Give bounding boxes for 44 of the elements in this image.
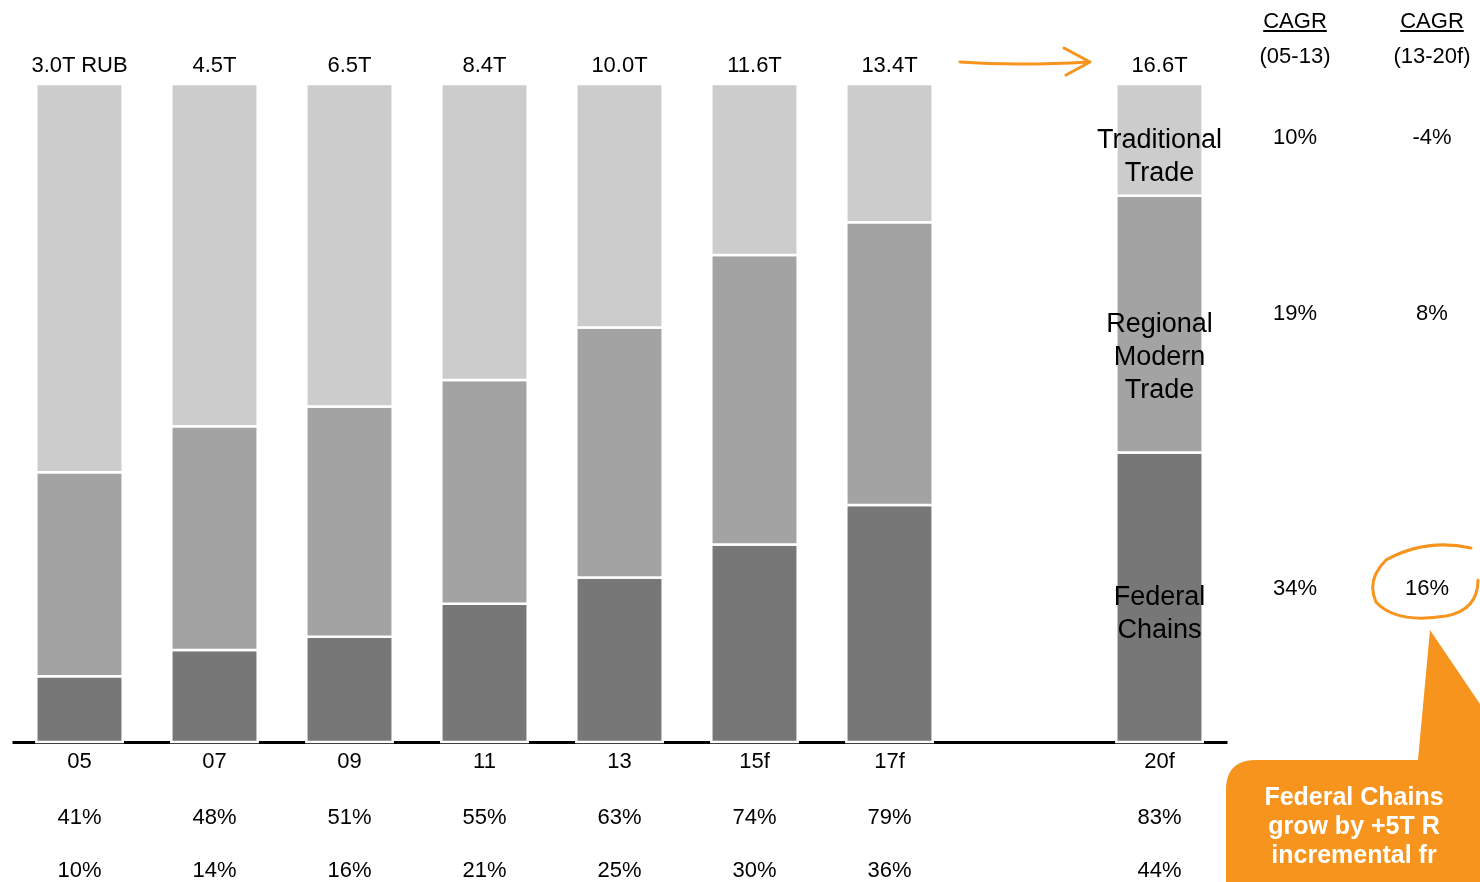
text: 13.4T xyxy=(861,52,918,77)
data-label: 30% xyxy=(732,857,777,882)
text: 3.0T RUB xyxy=(31,52,128,77)
x-tick-label: 07 xyxy=(202,747,227,773)
x-tick-label: 05 xyxy=(67,747,92,773)
text: CAGR xyxy=(1400,8,1464,34)
text: -4% xyxy=(1412,124,1452,150)
x-tick-label: 13 xyxy=(607,747,632,773)
text: 10.0T xyxy=(591,52,648,77)
text: 48% xyxy=(192,804,237,829)
text: 74% xyxy=(732,804,777,829)
text: 8% xyxy=(1416,300,1448,326)
x-tick-label: 20f xyxy=(1144,747,1176,773)
text: 79% xyxy=(867,804,912,829)
text: 55% xyxy=(462,804,507,829)
data-label: 44% xyxy=(1137,857,1182,882)
data-label: 21% xyxy=(462,857,507,882)
text: 41% xyxy=(57,804,102,829)
text: 34% xyxy=(1272,575,1318,601)
x-tick-label: 15f xyxy=(739,747,771,773)
x-tick-label: 17f xyxy=(874,747,906,773)
text: 6.5T xyxy=(327,52,372,77)
text: 51% xyxy=(327,804,372,829)
text: 16.6T xyxy=(1131,52,1188,77)
data-label: 36% xyxy=(867,857,912,882)
data-label: 16% xyxy=(327,857,372,882)
data-label: 25% xyxy=(597,857,642,882)
series-label: Traditional Trade xyxy=(1096,123,1223,187)
text: 83% xyxy=(1137,804,1182,829)
data-label: 10% xyxy=(57,857,102,882)
text: (05-13) xyxy=(1259,43,1331,69)
x-tick-label: 09 xyxy=(337,747,362,773)
text: (13-20f) xyxy=(1393,43,1471,69)
text: 10% xyxy=(1272,124,1318,150)
x-tick-label: 11 xyxy=(473,747,496,773)
text: 16% xyxy=(1404,575,1450,601)
text: 4.5T xyxy=(192,52,237,77)
text: CAGR xyxy=(1263,8,1327,34)
text: Federal Chains grow by +5T R incremental fr xyxy=(1264,782,1444,869)
text: 63% xyxy=(597,804,642,829)
data-label: 14% xyxy=(192,857,237,882)
text: 11.6T xyxy=(727,52,782,77)
text: 8.4T xyxy=(462,52,507,77)
text: 19% xyxy=(1272,300,1318,326)
